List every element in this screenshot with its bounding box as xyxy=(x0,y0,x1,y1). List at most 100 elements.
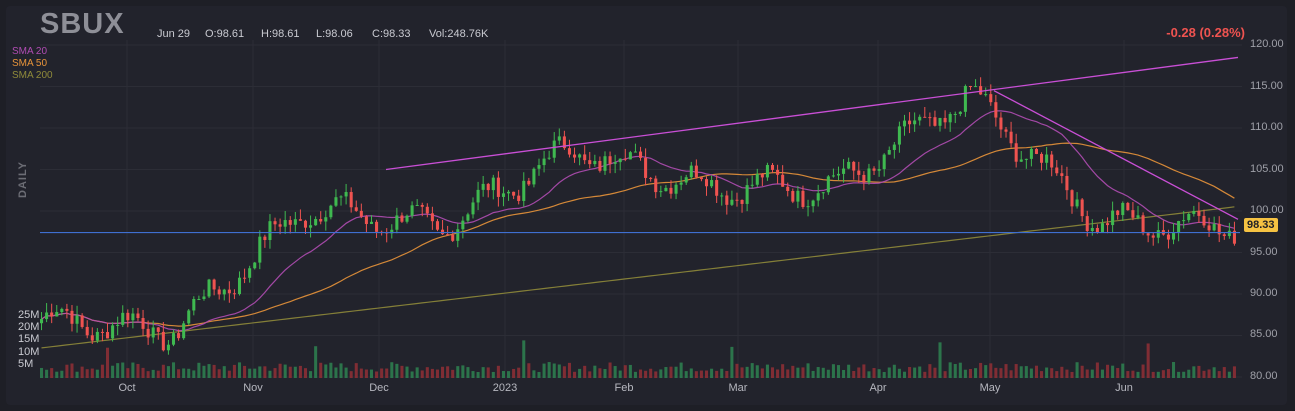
candle-body xyxy=(649,177,653,179)
candle-body xyxy=(750,184,754,186)
volume-bar xyxy=(821,367,825,378)
candle-body xyxy=(1197,210,1201,216)
volume-bar xyxy=(507,371,511,378)
candle-body xyxy=(1172,232,1176,240)
candle-body xyxy=(1126,202,1130,211)
candle-body xyxy=(65,308,69,311)
candle-body xyxy=(227,289,231,294)
volume-bar xyxy=(1080,365,1084,378)
volume-bar xyxy=(877,369,881,378)
candle-body xyxy=(60,308,64,313)
volume-bar xyxy=(60,370,64,378)
candle-body xyxy=(395,215,399,230)
volume-bar xyxy=(882,371,886,378)
volume-bar xyxy=(1156,371,1160,378)
volume-bar xyxy=(953,364,957,378)
candle-body xyxy=(791,190,795,202)
candle-body xyxy=(298,219,302,221)
volume-bar xyxy=(913,367,917,378)
candle-body xyxy=(466,214,470,221)
candle-body xyxy=(212,279,216,290)
volume-bar xyxy=(451,369,455,378)
volume-bar xyxy=(1222,367,1226,378)
legend-sma20: SMA 20 xyxy=(12,46,48,57)
volume-bar xyxy=(1024,366,1028,378)
candle-body xyxy=(913,120,917,125)
volume-bar xyxy=(171,362,176,378)
candle-body xyxy=(984,94,988,96)
volume-bar xyxy=(989,363,993,378)
candle-body xyxy=(725,195,729,205)
candle-body xyxy=(562,136,566,149)
volume-bar xyxy=(212,364,216,378)
volume-bar xyxy=(902,371,907,378)
volume-bar xyxy=(95,369,99,378)
volume-bar xyxy=(968,368,973,378)
candle-body xyxy=(862,174,866,183)
volume-bar xyxy=(974,368,978,378)
rising-trendline xyxy=(385,56,1239,171)
volume-bar xyxy=(760,368,764,378)
volume-bar xyxy=(75,371,79,378)
ticker-symbol: SBUX xyxy=(40,8,125,40)
volume-bar xyxy=(557,364,561,378)
x-tick: Dec xyxy=(369,382,389,394)
volume-bar xyxy=(1141,364,1145,378)
volume-bar xyxy=(847,364,851,378)
candle-body xyxy=(197,298,201,300)
candle-body xyxy=(324,217,328,222)
candle-body xyxy=(872,168,876,171)
volume-bar xyxy=(1050,368,1054,378)
volume-bar xyxy=(1136,371,1140,378)
candle-body xyxy=(542,158,546,166)
volume-bar xyxy=(836,365,841,378)
volume-bar xyxy=(517,367,521,378)
volume-bar xyxy=(512,368,516,378)
candle-body xyxy=(116,324,120,326)
volume-bar xyxy=(1131,370,1135,378)
candle-body xyxy=(730,199,734,205)
candle-body xyxy=(684,177,688,183)
volume-bar xyxy=(892,364,896,378)
volume-bar xyxy=(329,362,333,378)
volume-bar xyxy=(385,368,389,378)
volume-bar xyxy=(776,369,780,378)
candle-body xyxy=(826,176,830,193)
legend-sma50: SMA 50 xyxy=(12,58,48,69)
volume-bar xyxy=(689,368,693,378)
candle-body xyxy=(329,205,333,218)
candle-body xyxy=(552,140,556,158)
volume-bar xyxy=(923,371,927,378)
price-tick: 110.00 xyxy=(1250,121,1283,133)
price-tick: 95.00 xyxy=(1250,246,1278,258)
volume-bar xyxy=(603,369,607,378)
candle-body xyxy=(1141,215,1145,234)
candle-body xyxy=(430,213,434,222)
volume-bar xyxy=(461,365,465,378)
candle-body xyxy=(1131,210,1135,218)
volume-bar xyxy=(80,366,84,378)
candle-body xyxy=(760,174,764,178)
candle-body xyxy=(1192,210,1196,214)
candle-body xyxy=(237,277,242,295)
volume-bar xyxy=(639,369,643,378)
candle-body xyxy=(633,151,637,153)
bar-volume: Vol:248.76K xyxy=(429,28,489,40)
volume-bar xyxy=(339,363,343,378)
candle-body xyxy=(278,224,282,227)
volume-bar xyxy=(679,362,683,378)
candle-body xyxy=(50,312,54,317)
volume-bar xyxy=(532,370,536,378)
x-tick: Nov xyxy=(243,382,263,394)
candle-body xyxy=(456,229,460,241)
volume-bar xyxy=(770,367,775,378)
volume-bar xyxy=(633,371,637,378)
candle-body xyxy=(496,177,500,197)
x-tick: 2023 xyxy=(492,382,518,394)
candle-body xyxy=(836,173,841,176)
price-tick: 115.00 xyxy=(1250,80,1283,92)
volume-bar xyxy=(90,368,94,378)
candle-body xyxy=(816,193,820,201)
volume-bar xyxy=(1161,370,1165,378)
